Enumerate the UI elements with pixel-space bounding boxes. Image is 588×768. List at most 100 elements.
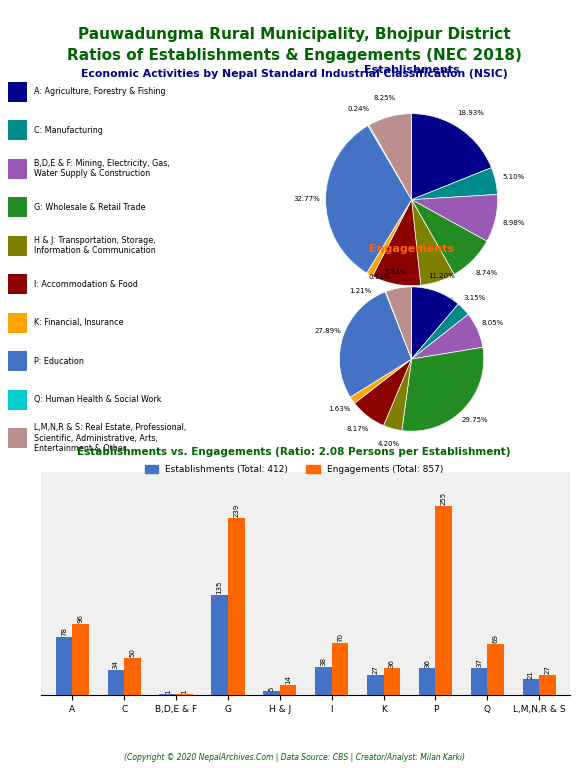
Bar xyxy=(8,120,26,141)
Bar xyxy=(8,158,26,179)
Bar xyxy=(383,668,400,695)
Wedge shape xyxy=(402,347,484,431)
Text: 5: 5 xyxy=(269,687,275,690)
Text: A: Agriculture, Forestry & Fishing: A: Agriculture, Forestry & Fishing xyxy=(34,88,166,96)
Bar xyxy=(211,594,228,695)
Text: Engagements: Engagements xyxy=(369,244,454,254)
Text: Q: Human Health & Social Work: Q: Human Health & Social Work xyxy=(34,396,162,404)
Text: 5.83%: 5.83% xyxy=(385,270,407,276)
Wedge shape xyxy=(412,314,483,359)
Text: 8.98%: 8.98% xyxy=(503,220,525,226)
Text: 14: 14 xyxy=(285,675,291,684)
Text: 1: 1 xyxy=(165,689,171,694)
Bar xyxy=(263,691,280,695)
Wedge shape xyxy=(383,359,412,431)
Text: 135: 135 xyxy=(216,581,223,594)
Text: 34: 34 xyxy=(113,660,119,669)
Text: 32.77%: 32.77% xyxy=(293,196,320,202)
Text: 37: 37 xyxy=(476,658,482,667)
Text: 8.74%: 8.74% xyxy=(475,270,497,276)
Text: 1.21%: 1.21% xyxy=(349,288,372,294)
Text: 4.20%: 4.20% xyxy=(377,441,399,447)
Text: 3.15%: 3.15% xyxy=(464,295,486,301)
Text: (Copyright © 2020 NepalArchives.Com | Data Source: CBS | Creator/Analyst: Milan : (Copyright © 2020 NepalArchives.Com | Da… xyxy=(123,753,465,762)
Text: 8.17%: 8.17% xyxy=(347,425,369,432)
Text: 50: 50 xyxy=(129,648,135,657)
Wedge shape xyxy=(386,287,412,359)
Wedge shape xyxy=(339,292,412,397)
Text: 6.55%: 6.55% xyxy=(433,296,455,303)
Text: 36: 36 xyxy=(389,659,395,667)
Bar xyxy=(315,667,332,695)
Text: Establishments: Establishments xyxy=(364,65,459,75)
Text: 11.20%: 11.20% xyxy=(429,273,455,280)
Bar xyxy=(56,637,72,695)
Wedge shape xyxy=(412,304,468,359)
Text: Economic Activities by Nepal Standard Industrial Classification (NSIC): Economic Activities by Nepal Standard In… xyxy=(81,69,507,79)
Wedge shape xyxy=(412,200,454,285)
Bar xyxy=(8,274,26,294)
Text: C: Manufacturing: C: Manufacturing xyxy=(34,126,103,134)
Text: 8.05%: 8.05% xyxy=(481,320,503,326)
Text: B,D,E & F: Mining, Electricity, Gas,
Water Supply & Construction: B,D,E & F: Mining, Electricity, Gas, Wat… xyxy=(34,159,170,178)
Legend: Establishments (Total: 412), Engagements (Total: 857): Establishments (Total: 412), Engagements… xyxy=(141,462,447,478)
Text: 27.89%: 27.89% xyxy=(315,328,342,334)
Wedge shape xyxy=(350,359,412,403)
Wedge shape xyxy=(412,287,458,359)
Wedge shape xyxy=(385,292,412,359)
Text: 27: 27 xyxy=(372,665,378,674)
Text: 21: 21 xyxy=(528,670,534,679)
Wedge shape xyxy=(355,359,412,425)
Wedge shape xyxy=(369,114,412,200)
Text: I: Accommodation & Food: I: Accommodation & Food xyxy=(34,280,138,289)
Bar xyxy=(8,81,26,102)
Bar xyxy=(523,680,539,695)
Text: Establishments vs. Engagements (Ratio: 2.08 Persons per Establishment): Establishments vs. Engagements (Ratio: 2… xyxy=(77,447,511,457)
Bar xyxy=(539,675,556,695)
Text: 29.75%: 29.75% xyxy=(462,418,488,423)
Bar xyxy=(8,428,26,449)
Bar xyxy=(436,505,452,695)
Bar xyxy=(124,658,141,695)
Text: 38: 38 xyxy=(320,657,326,666)
Bar xyxy=(8,236,26,256)
Text: 255: 255 xyxy=(441,492,447,505)
Text: 36: 36 xyxy=(424,659,430,667)
Text: Pauwadungma Rural Municipality, Bhojpur District: Pauwadungma Rural Municipality, Bhojpur … xyxy=(78,27,510,42)
Bar xyxy=(332,643,348,695)
Text: 239: 239 xyxy=(233,504,239,517)
Text: 78: 78 xyxy=(61,627,67,637)
Wedge shape xyxy=(326,126,412,273)
Bar xyxy=(72,624,89,695)
Bar xyxy=(228,518,245,695)
Bar xyxy=(8,389,26,410)
Bar xyxy=(367,675,383,695)
Wedge shape xyxy=(412,200,487,274)
Wedge shape xyxy=(372,200,421,286)
Wedge shape xyxy=(367,200,412,276)
Text: 27: 27 xyxy=(544,665,550,674)
Bar xyxy=(8,351,26,372)
Bar xyxy=(487,644,504,695)
Wedge shape xyxy=(368,125,412,200)
Bar xyxy=(419,668,436,695)
Text: 18.93%: 18.93% xyxy=(457,110,484,116)
Text: L,M,N,R & S: Real Estate, Professional,
Scientific, Administrative, Arts,
Entert: L,M,N,R & S: Real Estate, Professional, … xyxy=(34,423,186,453)
Bar xyxy=(280,684,296,695)
Bar xyxy=(8,313,26,333)
Text: 0.12%: 0.12% xyxy=(369,274,391,280)
Text: Ratios of Establishments & Engagements (NEC 2018): Ratios of Establishments & Engagements (… xyxy=(66,48,522,63)
Text: K: Financial, Insurance: K: Financial, Insurance xyxy=(34,318,124,327)
Text: 8.25%: 8.25% xyxy=(373,95,396,101)
Wedge shape xyxy=(412,167,497,200)
Text: 9.22%: 9.22% xyxy=(382,300,403,306)
Text: 0.24%: 0.24% xyxy=(348,106,370,112)
Text: H & J: Transportation, Storage,
Information & Communication: H & J: Transportation, Storage, Informat… xyxy=(34,236,156,256)
Text: 70: 70 xyxy=(337,634,343,642)
Text: 1: 1 xyxy=(181,689,188,694)
Text: 5.10%: 5.10% xyxy=(503,174,525,180)
Text: 69: 69 xyxy=(493,634,499,643)
Text: P: Education: P: Education xyxy=(34,356,84,366)
Bar xyxy=(8,197,26,217)
Text: G: Wholesale & Retail Trade: G: Wholesale & Retail Trade xyxy=(34,203,146,212)
